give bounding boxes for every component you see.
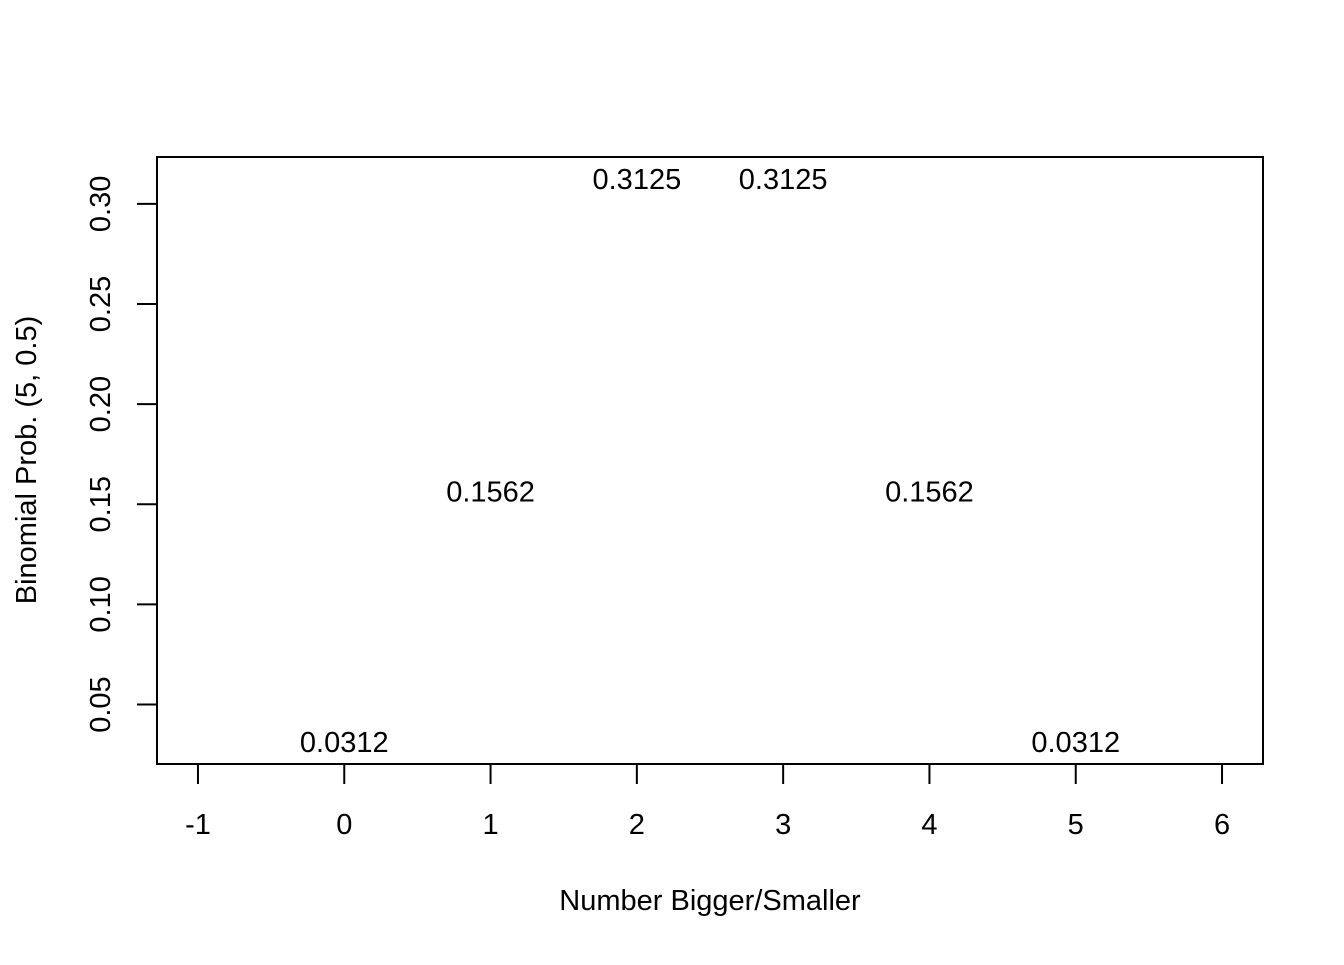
y-tick-label: 0.25 [85, 276, 117, 332]
y-tick-label: 0.10 [85, 576, 117, 632]
data-point-label: 0.3125 [739, 164, 828, 196]
x-axis-title: Number Bigger/Smaller [559, 885, 861, 917]
y-tick-label: 0.30 [85, 176, 117, 232]
data-label-layer: 0.0312 0.1562 0.3125 0.3125 0.1562 0.0312 [300, 164, 1120, 759]
data-point-label: 0.0312 [1031, 727, 1120, 759]
x-tick-label: 3 [775, 809, 791, 841]
data-point-label: 0.0312 [300, 727, 389, 759]
data-point-label: 0.1562 [446, 477, 535, 509]
x-tick-label: 2 [629, 809, 645, 841]
y-axis-title: Binomial Prob. (5, 0.5) [11, 316, 43, 605]
y-tick-label: 0.20 [85, 376, 117, 432]
x-axis: -1 0 1 2 3 4 5 6 [185, 763, 1230, 841]
x-tick-label: 1 [482, 809, 498, 841]
x-tick-label: 5 [1068, 809, 1084, 841]
x-tick-label: -1 [185, 809, 211, 841]
y-tick-label: 0.15 [85, 476, 117, 532]
y-tick-label: 0.05 [85, 676, 117, 732]
y-axis: 0.05 0.10 0.15 0.20 0.25 0.30 [85, 176, 158, 733]
x-tick-label: 6 [1214, 809, 1230, 841]
plot-frame [156, 156, 1264, 765]
data-point-label: 0.3125 [593, 164, 682, 196]
x-tick-label: 4 [921, 809, 937, 841]
data-point-label: 0.1562 [885, 477, 974, 509]
x-tick-label: 0 [336, 809, 352, 841]
